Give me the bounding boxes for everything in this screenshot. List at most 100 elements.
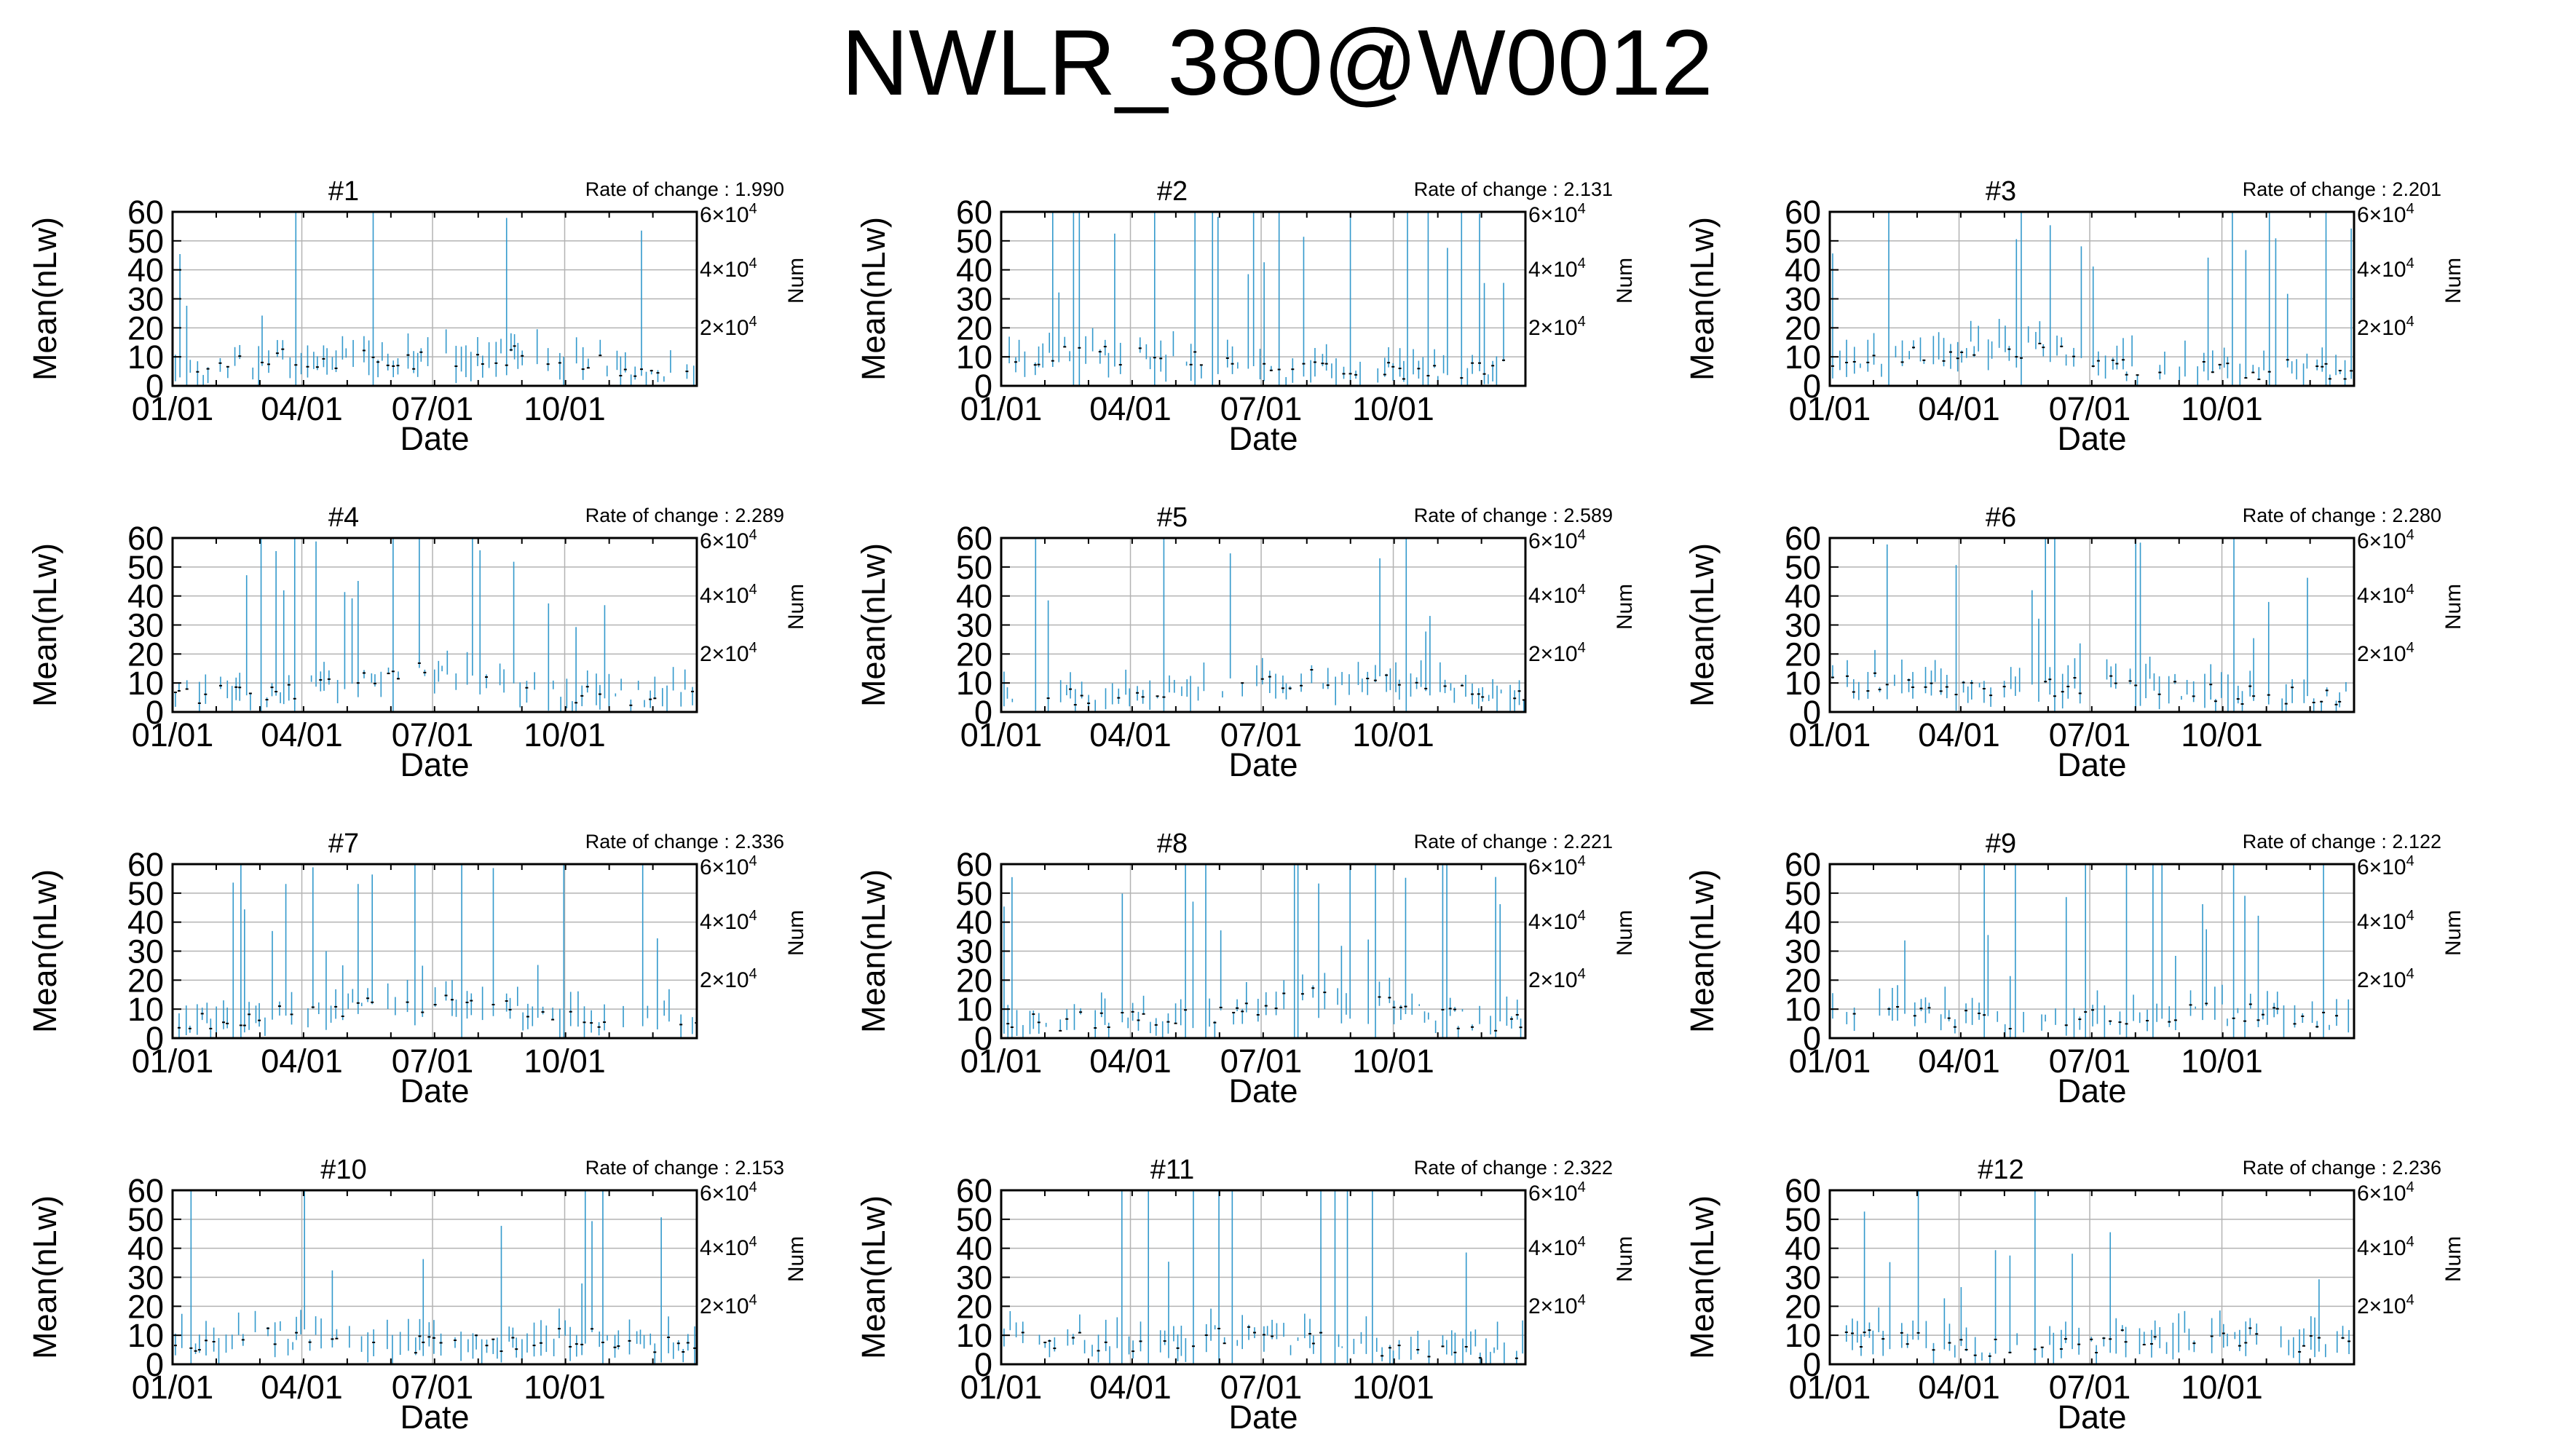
y-tick-label: 40	[127, 578, 164, 615]
y2-tick-label: 2×104	[1528, 966, 1586, 992]
rate-value: 2.322	[1563, 1157, 1613, 1179]
y-tick-label: 30	[127, 1259, 164, 1297]
series-lines	[1003, 538, 1525, 712]
y-tick-label: 0	[974, 694, 992, 731]
y2-tick-exp: 4	[749, 908, 757, 924]
y-tick-label: 20	[127, 636, 164, 673]
x-tick-label: 04/01	[261, 1369, 343, 1406]
y-tick-label: 30	[956, 1259, 992, 1297]
y2-tick-exp: 4	[1578, 908, 1586, 924]
y-tick-label: 40	[127, 1230, 164, 1267]
y2-tick-label: 2×104	[1528, 1292, 1586, 1318]
x-tick-label: 07/01	[392, 390, 474, 427]
axis-ticks	[172, 537, 698, 713]
y2-tick-exp: 4	[2406, 314, 2414, 330]
y-tick-label: 30	[127, 281, 164, 318]
grid-lines	[172, 864, 697, 1038]
rate-value: 1.990	[735, 178, 784, 200]
y-tick-label: 60	[127, 194, 164, 231]
panel-title: #5	[1157, 502, 1188, 533]
y2-tick-label: 6×104	[1528, 1179, 1586, 1206]
y-tick-label: 40	[127, 904, 164, 941]
y-tick-label: 60	[127, 520, 164, 557]
y2-tick-exp: 4	[1578, 314, 1586, 330]
y2-tick-label: 4×104	[700, 256, 757, 282]
rate-value: 2.131	[1563, 178, 1613, 200]
y2-tick-exp: 4	[749, 256, 757, 272]
y2-tick-base: 6×10	[2357, 1182, 2406, 1206]
y2-tick-base: 4×10	[2357, 258, 2406, 282]
x-tick-label: 01/01	[1789, 1369, 1871, 1406]
y2-tick-label: 4×104	[1528, 1234, 1586, 1260]
x-tick-label: 07/01	[392, 1369, 474, 1406]
y-tick-label: 0	[974, 1020, 992, 1057]
y-tick-label: 30	[1785, 1259, 1821, 1297]
y-axis-label: Mean(nLw)	[1683, 543, 1721, 707]
x-axis-label: Date	[2057, 1398, 2126, 1436]
y2-tick-base: 2×10	[700, 316, 749, 340]
y-tick-label: 10	[127, 1317, 164, 1354]
x-tick-label: 07/01	[2049, 716, 2131, 753]
axis-ticks	[1000, 537, 1526, 713]
y-tick-label: 0	[1803, 694, 1821, 731]
y-tick-label: 0	[146, 694, 164, 731]
y2-tick-base: 2×10	[700, 1294, 749, 1318]
rate-of-change: Rate of change : 2.280	[2243, 505, 2441, 526]
y2-tick-base: 6×10	[1528, 529, 1578, 553]
y2-tick-label: 6×104	[700, 853, 757, 879]
y2-tick-base: 4×10	[700, 258, 749, 282]
y-tick-label: 60	[1785, 194, 1821, 231]
y-tick-label: 0	[146, 1020, 164, 1057]
y-tick-label: 0	[1803, 1020, 1821, 1057]
y-tick-label: 60	[956, 194, 992, 231]
y2-tick-label: 6×104	[1528, 527, 1586, 553]
y-tick-label: 10	[127, 991, 164, 1028]
rate-value: 2.122	[2392, 831, 2441, 852]
y-tick-label: 40	[1785, 1230, 1821, 1267]
y2-tick-exp: 4	[749, 1292, 757, 1308]
y2-tick-exp: 4	[749, 1234, 757, 1250]
y2-tick-label: 2×104	[2357, 640, 2414, 666]
y2-tick-exp: 4	[1578, 201, 1586, 217]
y2-tick-label: 6×104	[700, 201, 757, 227]
x-tick-label: 10/01	[1352, 390, 1434, 427]
y2-tick-exp: 4	[749, 314, 757, 330]
rate-label: Rate of change :	[2243, 831, 2393, 852]
x-tick-label: 01/01	[132, 1042, 214, 1080]
y-tick-label: 10	[1785, 665, 1821, 702]
y2-tick-exp: 4	[2406, 640, 2414, 656]
y2-tick-label: 4×104	[1528, 256, 1586, 282]
x-tick-label: 01/01	[1789, 390, 1871, 427]
x-tick-label: 04/01	[1089, 1042, 1172, 1080]
y2-tick-label: 4×104	[1528, 582, 1586, 608]
x-tick-label: 07/01	[1220, 1042, 1303, 1080]
x-axis-label: Date	[2057, 746, 2126, 783]
y2-tick-exp: 4	[2406, 1234, 2414, 1250]
y2-axis-label: Num	[784, 1236, 808, 1282]
y-axis-label: Mean(nLw)	[1683, 217, 1721, 381]
axis-ticks	[172, 863, 698, 1039]
rate-label: Rate of change :	[585, 178, 735, 200]
y-tick-label: 20	[127, 309, 164, 347]
y2-tick-exp: 4	[2406, 1179, 2414, 1195]
y2-tick-exp: 4	[1578, 640, 1586, 656]
y2-tick-base: 4×10	[1528, 584, 1578, 608]
y-axis-label: Mean(nLw)	[1683, 869, 1721, 1033]
y-tick-label: 40	[127, 252, 164, 289]
x-axis-label: Date	[400, 420, 469, 457]
y2-tick-exp: 4	[749, 853, 757, 869]
x-tick-label: 07/01	[2049, 1042, 2131, 1080]
y-tick-label: 10	[127, 339, 164, 376]
y2-tick-exp: 4	[2406, 527, 2414, 543]
x-tick-label: 10/01	[1352, 1369, 1434, 1406]
y2-tick-base: 2×10	[700, 968, 749, 992]
y-axis-label: Mean(nLw)	[1683, 1195, 1721, 1359]
y2-tick-label: 6×104	[700, 527, 757, 553]
panel-title: #7	[328, 828, 359, 859]
y-axis-label: Mean(nLw)	[855, 543, 892, 707]
x-tick-label: 10/01	[524, 1369, 606, 1406]
x-axis-label: Date	[2057, 1072, 2126, 1109]
axis-ticks	[172, 1190, 698, 1365]
